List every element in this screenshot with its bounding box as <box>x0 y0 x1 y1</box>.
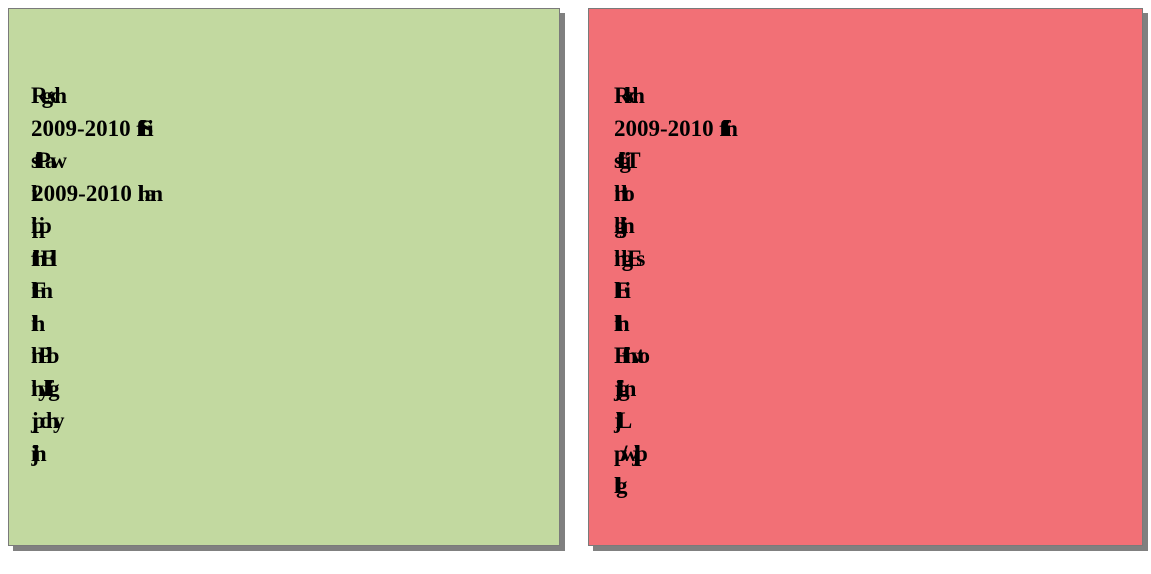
text-line: flilnElil <box>31 245 57 271</box>
text-line: ijlin <box>31 440 46 466</box>
text-line: 2009-2010 fifiSi <box>31 115 154 141</box>
text-line: lnPlb <box>31 343 60 368</box>
text-line: lllEi <box>614 278 631 303</box>
note-panel: Rgsch 2009-2010 fifiSi sfiliPaw lii2009-201… <box>8 8 560 546</box>
text-line: lilFn <box>31 278 53 303</box>
text-line: ltiln <box>614 310 629 336</box>
text-line: lnylfifig <box>31 375 60 401</box>
text-line: lgljn <box>614 213 635 238</box>
text-line: lipip <box>31 213 52 238</box>
text-line: Ffilnvto <box>614 343 650 368</box>
text-line: jlilL <box>614 408 632 433</box>
text-line: iliih <box>31 310 46 336</box>
text-line: p//wjlilp <box>614 440 648 466</box>
text-line: jfilgn <box>614 375 637 401</box>
text-line: lii2009-2010 lhan <box>31 180 163 206</box>
text-line: sfiliPaw <box>31 148 67 173</box>
text-line: lnlgEs <box>614 245 645 271</box>
note-panel: Rlsch 2009-2010 fiffin sfilgiT lnlto lgljn ln… <box>588 8 1143 546</box>
text-line: 2009-2010 fiffin <box>614 115 738 141</box>
text-line: sfilgiT <box>614 148 641 173</box>
text-line: lllilg <box>614 473 628 498</box>
text-line: Rgsch <box>31 83 67 108</box>
text-line: lnlto <box>614 180 635 206</box>
text-line: jpdny <box>31 408 64 433</box>
text-line: Rlsch <box>614 83 645 108</box>
